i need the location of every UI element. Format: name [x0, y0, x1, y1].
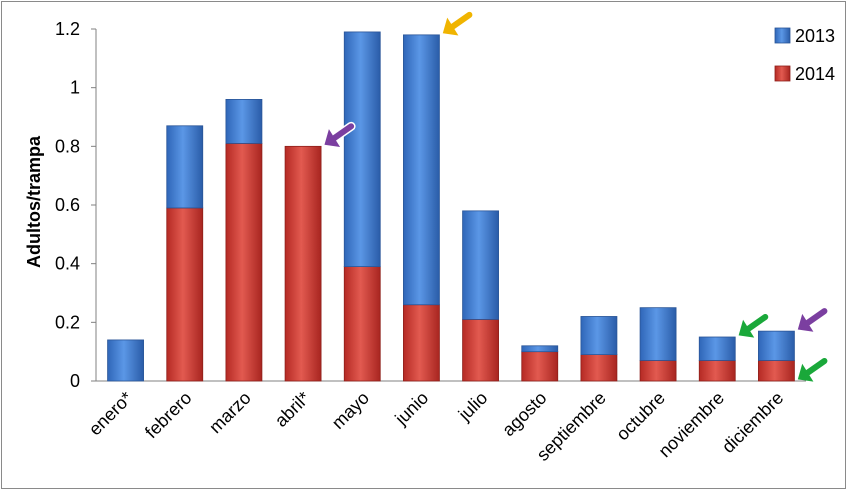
y-tick-label: 1 [70, 78, 80, 98]
bar-2014-noviembre [698, 360, 736, 382]
bar-2014-mayo [343, 266, 381, 382]
bar-2013-marzo [225, 99, 263, 144]
x-tick-label: marzo [205, 388, 255, 438]
bar-2013-octubre [639, 307, 677, 361]
bar-2013-diciembre [758, 330, 795, 361]
legend-swatch-2014 [774, 65, 791, 82]
bar-2014-diciembre [758, 360, 795, 382]
bar-2013-mayo [343, 31, 381, 268]
bar-2014-junio [403, 304, 440, 382]
bar-2013-febrero [166, 125, 204, 209]
arrow-annotation [797, 306, 829, 332]
x-tick-label: junio [391, 388, 433, 430]
y-tick-label: 0.2 [55, 312, 80, 332]
legend-swatch-2013 [774, 27, 791, 44]
x-tick-label: febrero [141, 388, 195, 442]
bar-2014-febrero [166, 207, 204, 382]
arrow-annotation [442, 10, 474, 36]
arrow-head [442, 17, 459, 36]
arrow-head [324, 129, 341, 147]
bar-2013-junio [403, 34, 440, 306]
bar-2013-agosto [521, 345, 559, 353]
arrow-annotation [797, 356, 829, 382]
x-tick-label: enero* [85, 388, 137, 440]
legend-label-2013: 2013 [795, 26, 835, 46]
arrow-head [797, 363, 814, 382]
arrow-annotation [324, 121, 356, 147]
bar-2014-julio [462, 318, 499, 382]
bar-2014-abril [284, 145, 322, 382]
bar-2014-septiembre [580, 354, 618, 382]
arrow-annotation [738, 312, 770, 338]
y-tick-label: 0 [70, 371, 80, 391]
y-tick-label: 1.2 [55, 19, 80, 39]
legend: 2013 2014 [774, 26, 835, 84]
bar-2014-marzo [225, 142, 263, 382]
x-tick-label: agosto [498, 388, 550, 440]
x-tick-label: mayo [328, 388, 373, 433]
x-tick-label: diciembre [718, 388, 787, 457]
bar-2013-septiembre [580, 316, 618, 356]
bar-2014-agosto [521, 351, 559, 382]
x-tick-label: julio [454, 388, 491, 425]
arrow-head [797, 313, 814, 332]
y-tick-label: 0.4 [55, 254, 80, 274]
y-tick-label: 0.8 [55, 136, 80, 156]
annotations-layer [324, 10, 829, 382]
bar-2013-noviembre [698, 336, 736, 361]
arrow-head [738, 319, 755, 338]
bars-layer [107, 31, 795, 382]
x-tick-label: abril* [271, 388, 314, 431]
y-tick-label: 0.6 [55, 195, 80, 215]
y-axis-label: Adultos/trampa [24, 135, 44, 268]
x-tick-label: octubre [612, 388, 669, 445]
bar-2014-octubre [639, 360, 677, 382]
legend-label-2014: 2014 [795, 64, 835, 84]
bar-2013-enero [107, 339, 144, 382]
bar-2013-julio [462, 210, 499, 320]
